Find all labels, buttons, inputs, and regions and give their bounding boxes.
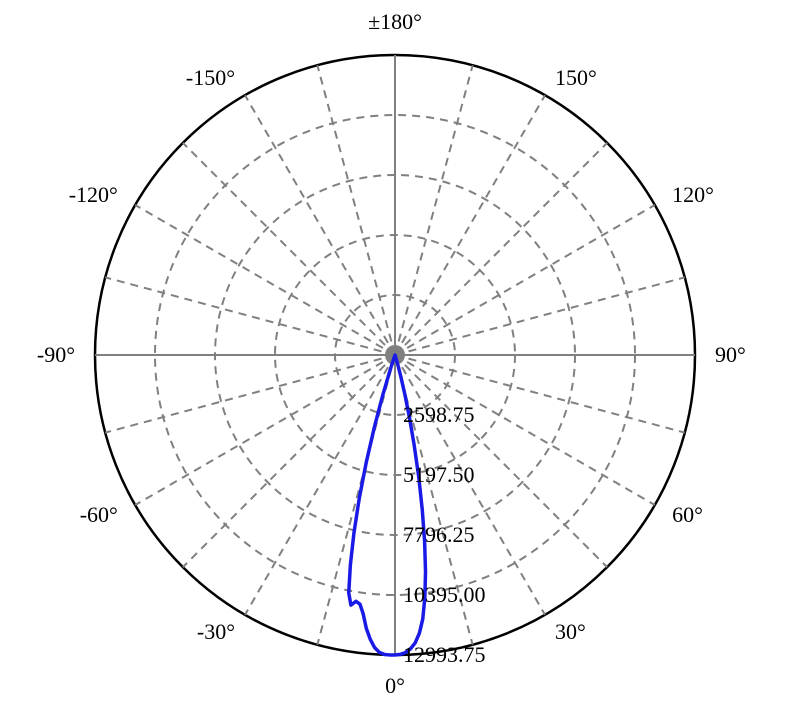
- grid-spoke: [183, 355, 395, 567]
- angle-label: -150°: [186, 65, 235, 90]
- angle-label: -60°: [80, 502, 118, 527]
- angle-label: -90°: [37, 342, 75, 367]
- angle-label: 0°: [385, 673, 405, 698]
- grid-spoke: [135, 205, 395, 355]
- angle-label: 60°: [672, 502, 703, 527]
- angle-label: 90°: [715, 342, 746, 367]
- grid-spoke: [183, 143, 395, 355]
- polar-chart: ±180° -150° -120° -90° -60° -30° 0° 30° 60° 90° 12…: [0, 0, 791, 721]
- angle-label: 120°: [672, 182, 714, 207]
- grid-spoke: [395, 65, 473, 355]
- grid-spoke: [395, 277, 685, 355]
- radial-label: 12993.75: [403, 642, 486, 667]
- grid-spoke: [245, 355, 395, 615]
- grid-spoke: [135, 355, 395, 505]
- grid-spoke: [395, 205, 655, 355]
- radial-label: 7796.25: [403, 522, 475, 547]
- radial-label: 5197.50: [403, 462, 475, 487]
- grid-spoke: [395, 143, 607, 355]
- angle-label: ±180°: [368, 9, 422, 34]
- angle-label: 150°: [555, 65, 597, 90]
- grid-spoke: [317, 65, 395, 355]
- radial-label: 10395.00: [403, 582, 486, 607]
- angle-label: -30°: [197, 619, 235, 644]
- grid-spoke: [395, 95, 545, 355]
- radial-label: 2598.75: [403, 402, 475, 427]
- angle-label: -120°: [69, 182, 118, 207]
- grid-spoke: [105, 355, 395, 433]
- grid-spoke: [105, 277, 395, 355]
- grid-spoke: [245, 95, 395, 355]
- data-curve: [349, 355, 426, 655]
- angle-label: 30°: [555, 619, 586, 644]
